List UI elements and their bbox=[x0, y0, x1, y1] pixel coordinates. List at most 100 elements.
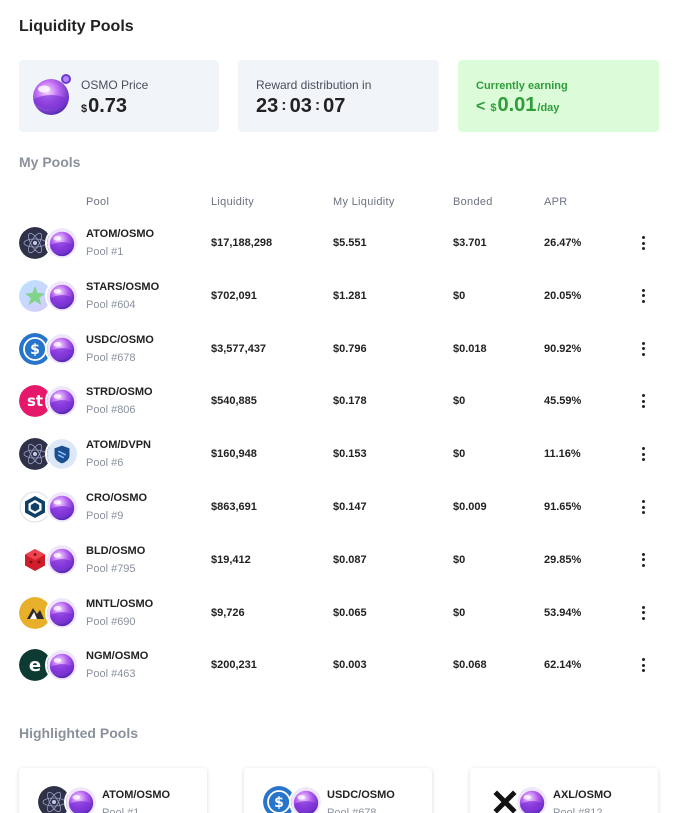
osmo-icon bbox=[29, 72, 75, 118]
price-currency: $ bbox=[81, 103, 88, 115]
pool-id: Pool #806 bbox=[86, 404, 136, 417]
ngm-icon: e bbox=[19, 649, 51, 682]
svg-text:e: e bbox=[29, 655, 41, 676]
more-options-icon[interactable] bbox=[639, 234, 647, 252]
pool-token-pair bbox=[19, 490, 79, 525]
pool-id: Pool #678 bbox=[327, 807, 377, 813]
pool-apr: 62.14% bbox=[544, 659, 582, 672]
osmo-icon bbox=[45, 490, 79, 524]
osmo-price-value: $0.73 bbox=[81, 95, 127, 118]
osmo-icon bbox=[289, 785, 323, 813]
currently-earning-card: Currently earning < $ 0.01 /day bbox=[458, 60, 659, 132]
pool-row[interactable]: ATOM/OSMO Pool #1 $17,188,298 $5.551 $3.701 2… bbox=[19, 218, 659, 271]
pool-liquidity: $3,577,437 bbox=[211, 342, 267, 355]
column-header-pool[interactable]: Pool bbox=[86, 196, 110, 208]
osmo-icon bbox=[64, 785, 98, 813]
pool-bonded: $3.701 bbox=[453, 237, 487, 249]
pool-row[interactable]: $ USDC/OSMO Pool #678 $3,577,437 $0.796 $0.0… bbox=[19, 324, 659, 377]
svg-text:st: st bbox=[27, 392, 43, 410]
pool-liquidity: $702,091 bbox=[211, 289, 257, 302]
countdown-hours: 23 bbox=[256, 95, 279, 117]
pool-id: Pool #6 bbox=[86, 457, 124, 470]
highlighted-pool-card[interactable]: ATOM/OSMO Pool #1 bbox=[19, 768, 207, 813]
reward-countdown: 23 : 03 : 07 bbox=[256, 95, 345, 118]
pool-row[interactable]: st STRD/OSMO Pool #806 $540,885 $0.178 $0 45.… bbox=[19, 376, 659, 429]
osmo-icon bbox=[45, 542, 79, 577]
pool-liquidity: $160,948 bbox=[211, 448, 257, 461]
pool-name: ATOM/OSMO bbox=[102, 789, 171, 801]
pool-id: Pool #1 bbox=[102, 807, 140, 813]
more-options-icon[interactable] bbox=[639, 498, 647, 516]
countdown-separator: : bbox=[281, 96, 287, 114]
pool-apr: 91.65% bbox=[544, 501, 582, 513]
pool-row[interactable]: STARS/OSMO Pool #604 $702,091 $1.281 $0 20.05… bbox=[19, 271, 659, 324]
reward-distribution-card: Reward distribution in 23 : 03 : 07 bbox=[238, 60, 439, 132]
pool-id: Pool #1 bbox=[86, 246, 124, 258]
pool-token-pair: st bbox=[19, 384, 79, 419]
osmo-icon bbox=[515, 785, 549, 813]
pool-liquidity: $17,188,298 bbox=[211, 237, 273, 249]
pool-id: Pool #604 bbox=[86, 298, 136, 311]
pool-id: Pool #9 bbox=[86, 510, 124, 522]
countdown-seconds: 07 bbox=[323, 95, 346, 117]
pool-name: STARS/OSMO bbox=[86, 280, 160, 293]
osmo-icon bbox=[45, 331, 79, 366]
pool-my-liquidity: $0.153 bbox=[333, 448, 367, 461]
pool-token-pair: $ bbox=[19, 331, 79, 367]
osmo-price-label: OSMO Price bbox=[81, 78, 149, 92]
countdown-minutes: 03 bbox=[289, 95, 312, 117]
earning-value: < $ 0.01 /day bbox=[476, 94, 559, 117]
pool-row[interactable]: ATOM/DVPN Pool #6 $160,948 $0.153 $0 11.16% bbox=[19, 429, 659, 482]
pool-token-pair bbox=[38, 785, 98, 813]
column-header-liquidity[interactable]: Liquidity bbox=[211, 196, 255, 208]
osmo-price-card: OSMO Price $0.73 bbox=[19, 60, 219, 132]
column-header-my-liquidity[interactable]: My Liquidity bbox=[333, 196, 395, 208]
more-options-icon[interactable] bbox=[639, 656, 647, 674]
pool-bonded: $0 bbox=[453, 606, 466, 619]
pool-name: NGM/OSMO bbox=[86, 650, 149, 663]
more-options-icon[interactable] bbox=[639, 287, 647, 305]
svg-text:$: $ bbox=[274, 795, 284, 811]
highlighted-pools-title: Highlighted Pools bbox=[19, 725, 138, 741]
earning-unit: /day bbox=[537, 102, 560, 114]
more-options-icon[interactable] bbox=[639, 604, 647, 622]
pool-token-pair bbox=[19, 278, 79, 314]
pool-row[interactable]: e NGM/OSMO Pool #463 $200,231 $0.003 $0.068 6… bbox=[19, 640, 659, 693]
pool-liquidity: $540,885 bbox=[211, 395, 257, 408]
more-options-icon[interactable] bbox=[639, 551, 647, 569]
earning-amount: 0.01 bbox=[497, 94, 537, 116]
earning-prefix: < bbox=[476, 98, 486, 115]
pool-token-pair bbox=[19, 226, 79, 261]
pool-name: USDC/OSMO bbox=[86, 333, 154, 346]
pool-id: Pool #463 bbox=[86, 668, 136, 681]
svg-text:$: $ bbox=[30, 342, 40, 358]
pool-id: Pool #795 bbox=[86, 562, 136, 575]
pool-row[interactable]: MNTL/OSMO Pool #690 $9,726 $0.065 $0 53.94% bbox=[19, 588, 659, 641]
pool-liquidity: $863,691 bbox=[211, 501, 257, 513]
pool-token-pair: e bbox=[19, 648, 79, 683]
pool-token-pair bbox=[19, 542, 79, 578]
pool-name: STRD/OSMO bbox=[86, 386, 153, 399]
more-options-icon[interactable] bbox=[639, 445, 647, 463]
pool-bonded: $0.009 bbox=[453, 501, 487, 513]
bld-icon bbox=[19, 543, 51, 576]
pool-my-liquidity: $0.147 bbox=[333, 501, 367, 513]
pool-row[interactable]: CRO/OSMO Pool #9 $863,691 $0.147 $0.009 91.65… bbox=[19, 482, 659, 535]
pool-my-liquidity: $1.281 bbox=[333, 289, 367, 302]
highlighted-pool-card[interactable]: AXL/OSMO Pool #812 bbox=[470, 768, 658, 813]
column-header-apr[interactable]: APR bbox=[544, 196, 568, 208]
osmo-icon bbox=[45, 648, 79, 683]
earning-currency: $ bbox=[490, 102, 497, 114]
highlighted-pool-card[interactable]: $ USDC/OSMO Pool #678 bbox=[244, 768, 432, 813]
pool-my-liquidity: $0.087 bbox=[333, 553, 367, 566]
pool-my-liquidity: $0.178 bbox=[333, 395, 367, 408]
pool-apr: 20.05% bbox=[544, 289, 582, 302]
more-options-icon[interactable] bbox=[639, 340, 647, 358]
earning-label: Currently earning bbox=[476, 80, 568, 92]
pool-row[interactable]: BLD/OSMO Pool #795 $19,412 $0.087 $0 29.85% bbox=[19, 535, 659, 588]
pool-apr: 53.94% bbox=[544, 606, 582, 619]
column-header-bonded[interactable]: Bonded bbox=[453, 196, 493, 208]
more-options-icon[interactable] bbox=[639, 392, 647, 410]
pool-token-pair bbox=[489, 785, 549, 813]
pool-bonded: $0.068 bbox=[453, 659, 487, 672]
